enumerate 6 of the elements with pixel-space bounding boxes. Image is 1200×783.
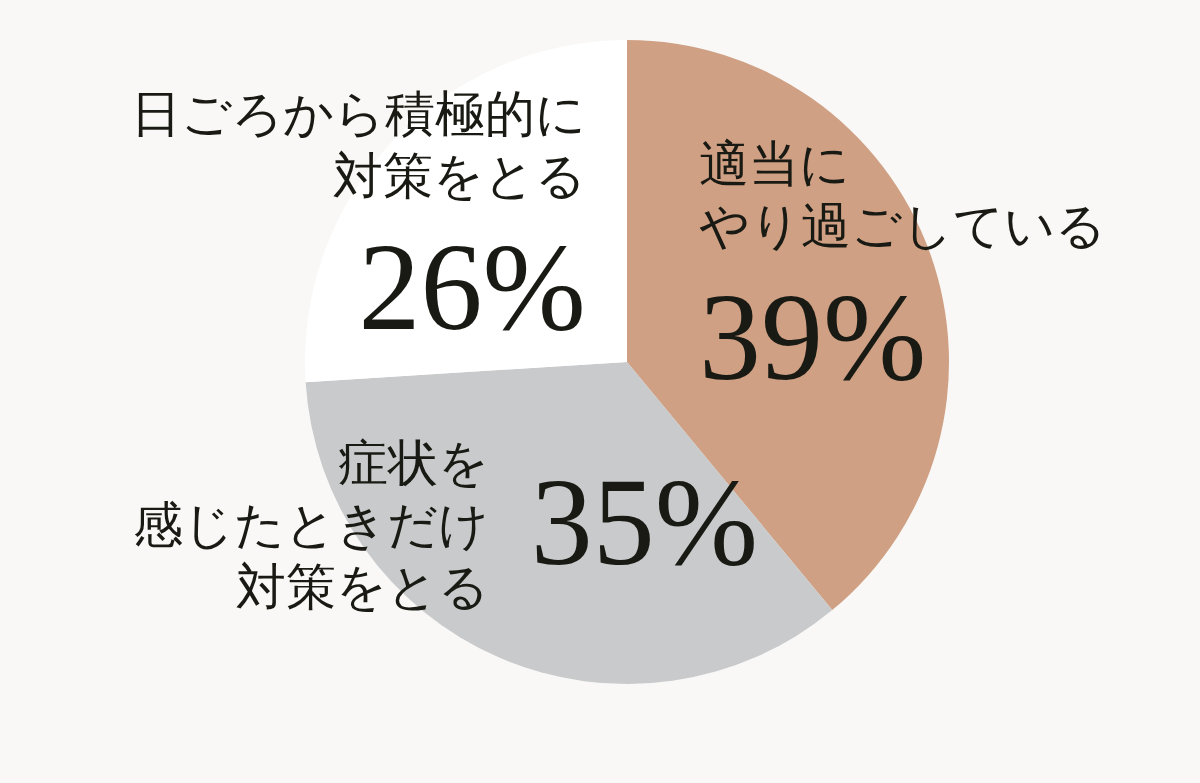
data-label: 26% <box>358 218 586 356</box>
data-label: 35% <box>530 454 759 592</box>
slice-label: 適当にやり過ごしている <box>698 135 1106 254</box>
slice-label: 症状を感じたときだけ対策をとる <box>132 435 489 616</box>
slice-label: 日ごろから積極的に対策をとる <box>130 85 586 204</box>
data-label: 39% <box>698 268 927 406</box>
